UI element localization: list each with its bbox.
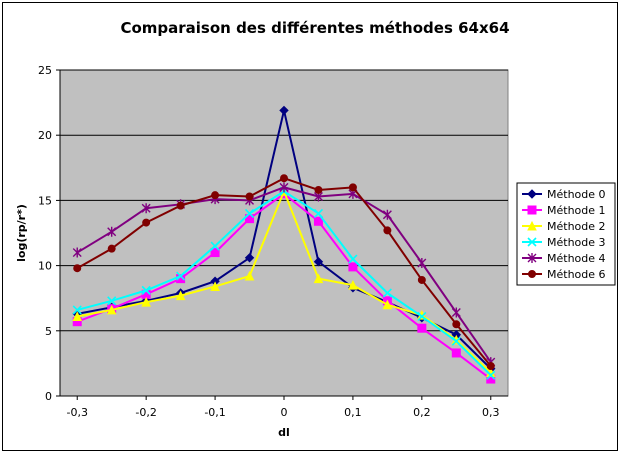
data-point bbox=[279, 105, 289, 116]
data-point bbox=[72, 247, 82, 258]
legend-marker bbox=[527, 220, 537, 231]
legend-item: Méthode 6 bbox=[522, 268, 606, 281]
data-point bbox=[244, 270, 255, 281]
data-point bbox=[106, 304, 117, 315]
data-point bbox=[486, 362, 495, 371]
x-tick-label: -0,3 bbox=[66, 406, 87, 419]
y-tick-label: 20 bbox=[38, 129, 52, 142]
y-axis-ticks: 0 5 10 15 20 25 bbox=[38, 64, 60, 403]
data-point bbox=[382, 288, 392, 298]
data-point bbox=[210, 248, 220, 258]
data-point bbox=[244, 253, 255, 263]
data-point bbox=[210, 281, 220, 291]
legend-label: Méthode 3 bbox=[547, 236, 606, 249]
data-point bbox=[141, 203, 151, 214]
legend-marker bbox=[527, 189, 537, 199]
legend-label: Méthode 4 bbox=[547, 252, 606, 265]
data-point bbox=[211, 191, 220, 200]
data-point bbox=[107, 244, 116, 253]
x-axis-ticks: -0,3 -0,2 -0,1 0 0,1 0,2 0,3 bbox=[66, 396, 500, 419]
chart-frame: Comparaison des différentes méthodes 64x… bbox=[2, 2, 618, 451]
data-point bbox=[313, 256, 324, 267]
data-point bbox=[73, 264, 82, 273]
x-tick-label: -0,1 bbox=[204, 406, 225, 419]
series-group bbox=[72, 105, 496, 384]
legend-marker bbox=[527, 253, 537, 263]
data-point bbox=[313, 273, 324, 284]
plot-area bbox=[59, 69, 509, 397]
y-tick-label: 25 bbox=[38, 64, 52, 77]
legend-label: Méthode 2 bbox=[547, 220, 606, 233]
data-point bbox=[72, 311, 83, 321]
data-point bbox=[176, 271, 186, 281]
chart-title: Comparaison des différentes méthodes 64x… bbox=[120, 19, 509, 37]
legend: Méthode 0 Méthode 1 Méthode 2 Méthode 3 Méth… bbox=[516, 182, 616, 286]
y-axis-label: log(rp/r*) bbox=[15, 204, 28, 262]
legend-item: Méthode 2 bbox=[522, 220, 606, 233]
x-tick-label: 0 bbox=[281, 406, 288, 419]
data-point bbox=[245, 192, 254, 201]
legend-item: Méthode 3 bbox=[522, 236, 606, 249]
x-tick-label: 0,3 bbox=[482, 406, 500, 419]
data-point bbox=[107, 226, 117, 237]
legend-marker bbox=[527, 205, 537, 215]
x-tick-label: 0,1 bbox=[344, 406, 362, 419]
legend-marker bbox=[527, 237, 537, 247]
y-tick-label: 15 bbox=[38, 194, 52, 207]
data-point bbox=[417, 323, 427, 333]
data-point bbox=[280, 174, 288, 183]
data-point bbox=[417, 275, 426, 284]
data-point bbox=[107, 296, 117, 306]
legend-label: Méthode 6 bbox=[547, 268, 606, 281]
y-tick-label: 10 bbox=[38, 260, 52, 273]
data-point bbox=[382, 299, 393, 310]
x-axis-label: dl bbox=[278, 426, 290, 439]
data-point bbox=[348, 262, 358, 272]
data-point bbox=[176, 201, 185, 210]
legend-item: Méthode 1 bbox=[522, 204, 606, 217]
y-tick-label: 5 bbox=[45, 325, 52, 338]
gridlines bbox=[60, 69, 508, 332]
data-point bbox=[244, 208, 255, 219]
data-point bbox=[141, 296, 151, 307]
legend-item: Méthode 0 bbox=[522, 188, 606, 201]
series-5 bbox=[73, 174, 495, 371]
data-point bbox=[314, 185, 323, 194]
legend-label: Méthode 0 bbox=[547, 188, 606, 201]
data-point bbox=[417, 311, 427, 322]
data-point bbox=[452, 320, 461, 329]
x-tick-label: -0,2 bbox=[135, 406, 156, 419]
legend-label: Méthode 1 bbox=[547, 204, 606, 217]
data-point bbox=[451, 307, 461, 318]
data-point bbox=[142, 218, 151, 227]
data-point bbox=[313, 216, 323, 226]
data-point bbox=[451, 348, 461, 358]
legend-marker bbox=[528, 270, 536, 278]
data-point bbox=[175, 290, 186, 301]
legend-item: Méthode 4 bbox=[522, 252, 606, 265]
data-point bbox=[417, 257, 427, 268]
x-tick-label: 0,2 bbox=[413, 406, 431, 419]
data-point bbox=[486, 370, 496, 380]
data-point bbox=[382, 209, 392, 220]
line-chart: Comparaison des différentes méthodes 64x… bbox=[15, 19, 616, 439]
data-point bbox=[72, 305, 82, 315]
data-point bbox=[279, 182, 289, 193]
data-point bbox=[451, 336, 461, 346]
y-tick-label: 0 bbox=[45, 390, 52, 403]
data-point bbox=[348, 280, 358, 290]
data-point bbox=[348, 254, 358, 264]
legend-box bbox=[516, 182, 616, 286]
data-point bbox=[141, 285, 151, 295]
data-point bbox=[210, 241, 220, 251]
data-point bbox=[383, 226, 392, 235]
data-point bbox=[348, 183, 357, 192]
data-point bbox=[313, 208, 324, 219]
